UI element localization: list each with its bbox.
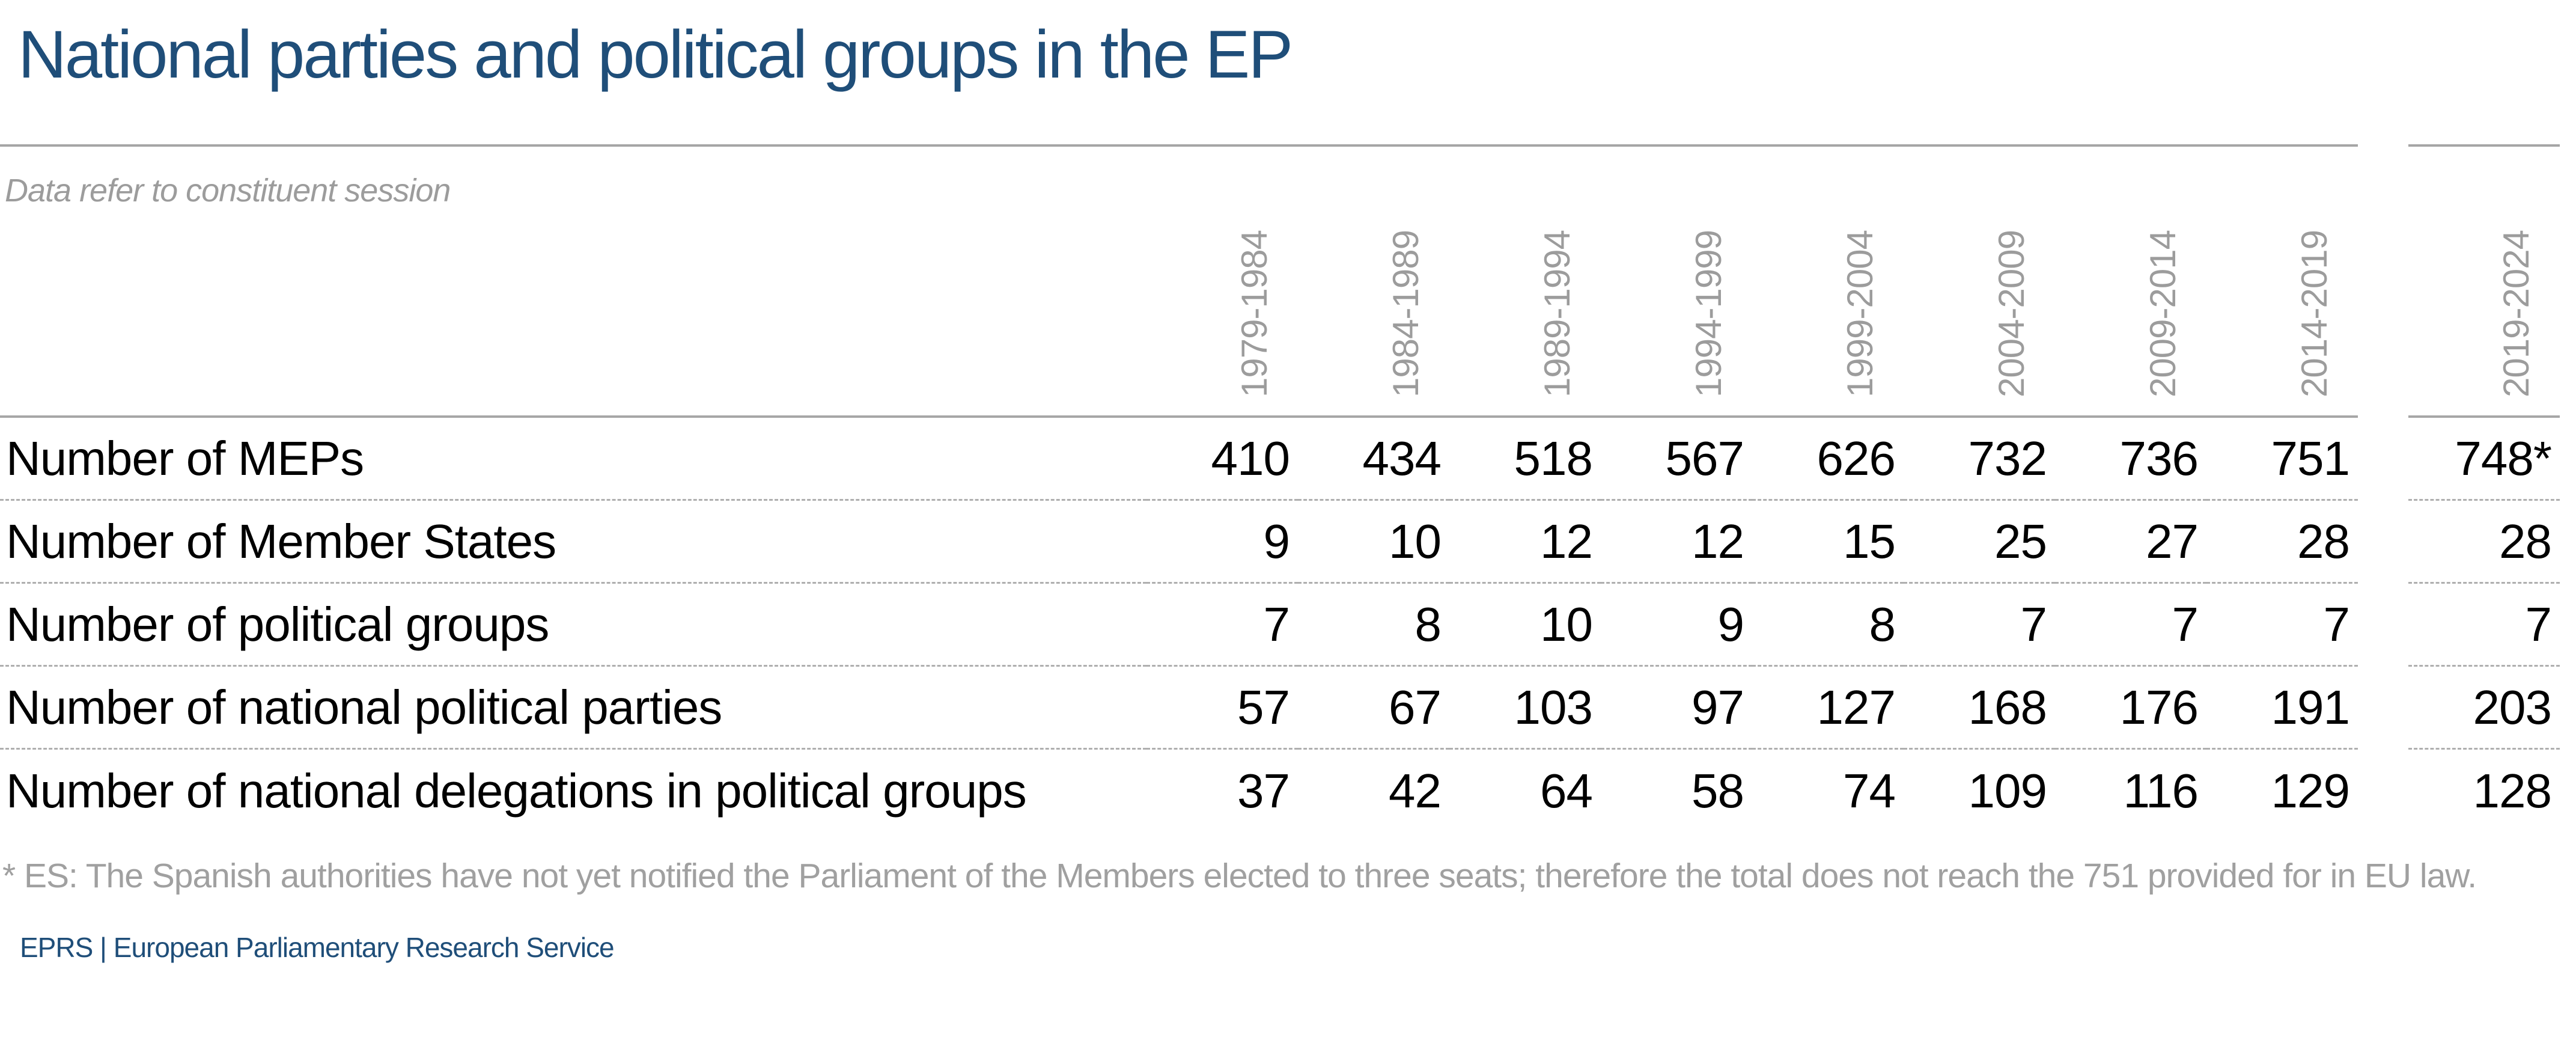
- column-header-2009-2014: 2009-2014: [2055, 144, 2206, 418]
- column-header-label: 2009-2014: [2143, 230, 2183, 397]
- header-block: National parties and political groups in…: [0, 0, 2576, 144]
- column-header-1979-1984: 1979-1984: [1146, 144, 1298, 418]
- table-cell: 97: [1601, 667, 1752, 750]
- table-cell: 28: [2408, 501, 2560, 584]
- table-cell: 9: [1146, 501, 1298, 584]
- table-cell: 27: [2055, 501, 2206, 584]
- column-header-label: 1979-1984: [1234, 230, 1274, 397]
- column-header-label: 1999-2004: [1840, 230, 1880, 397]
- table-cell: 736: [2055, 418, 2206, 501]
- column-gap: [2358, 584, 2408, 667]
- table-cell: 116: [2123, 764, 2199, 818]
- column-gap: [2358, 750, 2408, 833]
- table-cell: 8: [1752, 584, 1904, 667]
- column-header-label: 2019-2024: [2496, 230, 2536, 397]
- table-cell: 203: [2408, 667, 2560, 750]
- column-gap: [2358, 144, 2408, 418]
- table-cell: 74: [1843, 764, 1896, 818]
- column-gap: [2358, 501, 2408, 584]
- table-cell: 410: [1146, 418, 1298, 501]
- column-header-2004-2009: 2004-2009: [1904, 144, 2055, 418]
- table-cell: 9: [1601, 584, 1752, 667]
- table-cell: 58: [1691, 764, 1744, 818]
- table-cell: 37: [1237, 764, 1290, 818]
- table-cell: 168: [1904, 667, 2055, 750]
- column-gap: [2358, 667, 2408, 750]
- table-cell: 434: [1298, 418, 1449, 501]
- table-cell: 8: [1298, 584, 1449, 667]
- column-header-label: 1994-1999: [1688, 230, 1729, 397]
- table-cell: 626: [1752, 418, 1904, 501]
- page-title: National parties and political groups in…: [18, 17, 1293, 92]
- column-header-1984-1989: 1984-1989: [1298, 144, 1449, 418]
- ep-sessions-table: Data refer to constituent session 1979-1…: [0, 144, 2560, 833]
- column-header-label: 2004-2009: [1991, 230, 2032, 397]
- table-cell: 732: [1904, 418, 2055, 501]
- row-label-national-delegations: Number of national delegations in politi…: [6, 764, 1027, 818]
- row-label-political-groups: Number of political groups: [0, 584, 1146, 667]
- row-label-national-parties: Number of national political parties: [0, 667, 1146, 750]
- table-cell: 127: [1752, 667, 1904, 750]
- table-cell: 7: [2206, 584, 2358, 667]
- column-header-1999-2004: 1999-2004: [1752, 144, 1904, 418]
- column-header-label: 1989-1994: [1537, 230, 1577, 397]
- table-cell: 25: [1904, 501, 2055, 584]
- table-cell: 12: [1601, 501, 1752, 584]
- table-cell: 57: [1146, 667, 1298, 750]
- table-cell: 748*: [2408, 418, 2560, 501]
- table-cell: 567: [1601, 418, 1752, 501]
- column-header-2014-2019: 2014-2019: [2206, 144, 2358, 418]
- footnote: * ES: The Spanish authorities have not y…: [2, 857, 2477, 895]
- column-header-label: 2014-2019: [2294, 230, 2334, 397]
- table-cell: 7: [1146, 584, 1298, 667]
- table-cell: 109: [1968, 764, 2047, 818]
- source-line: EPRS | European Parliamentary Research S…: [20, 932, 615, 964]
- table-cell: 67: [1298, 667, 1449, 750]
- table-cell: 103: [1449, 667, 1601, 750]
- column-gap: [2358, 418, 2408, 501]
- table-cell: 176: [2055, 667, 2206, 750]
- row-label-meps: Number of MEPs: [0, 418, 1146, 501]
- row-label-member-states: Number of Member States: [0, 501, 1146, 584]
- table-cell: 64: [1540, 764, 1593, 818]
- table-cell: 7: [2055, 584, 2206, 667]
- table-corner-cell: Data refer to constituent session: [0, 144, 1146, 418]
- table-cell: 518: [1449, 418, 1601, 501]
- table-cell: 12: [1449, 501, 1601, 584]
- table-cell: 129: [2271, 764, 2350, 818]
- table-subtitle: Data refer to constituent session: [5, 173, 451, 209]
- column-header-label: 1984-1989: [1386, 230, 1426, 397]
- column-header-2019-2024: 2019-2024: [2408, 144, 2560, 418]
- table-cell: 42: [1389, 764, 1442, 818]
- table-cell: 15: [1752, 501, 1904, 584]
- table-cell: 7: [1904, 584, 2055, 667]
- table-cell: 10: [1298, 501, 1449, 584]
- table-cell: 751: [2206, 418, 2358, 501]
- table-cell: 7: [2408, 584, 2560, 667]
- table-cell: 28: [2206, 501, 2358, 584]
- column-header-1994-1999: 1994-1999: [1601, 144, 1752, 418]
- table-cell: 128: [2473, 764, 2552, 818]
- table-cell: 10: [1449, 584, 1601, 667]
- table-cell: 191: [2206, 667, 2358, 750]
- column-header-1989-1994: 1989-1994: [1449, 144, 1601, 418]
